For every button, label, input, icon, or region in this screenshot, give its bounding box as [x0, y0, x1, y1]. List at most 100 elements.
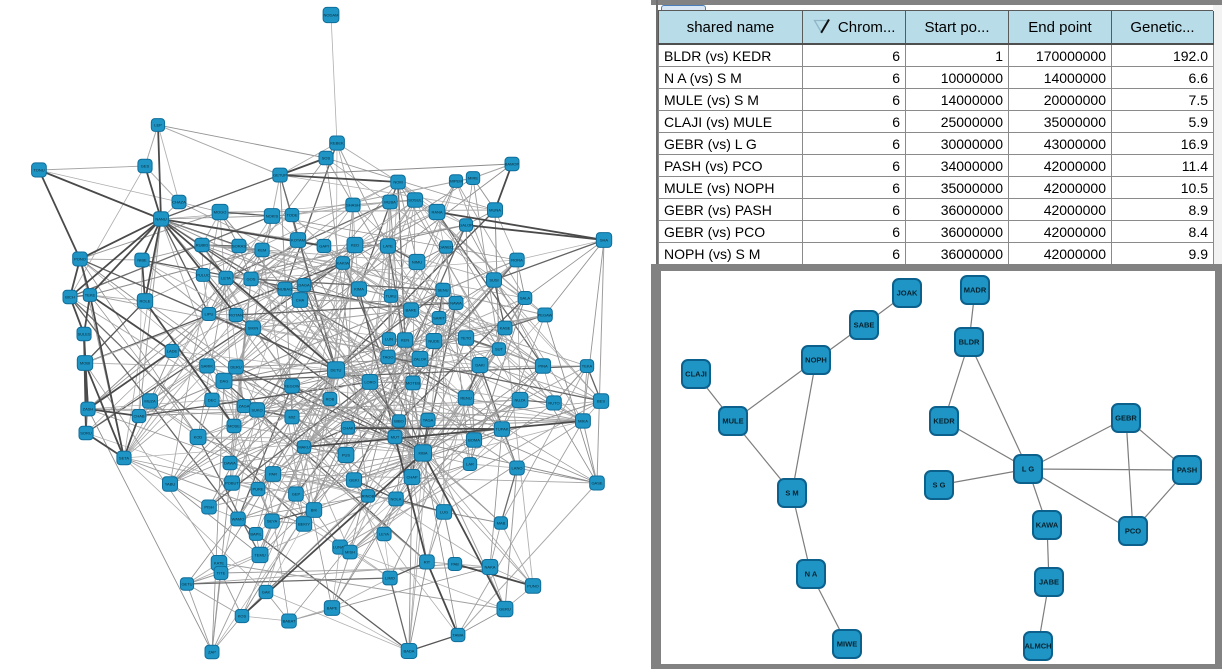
svg-text:LORO: LORO [364, 379, 375, 384]
svg-text:DEC: DEC [208, 397, 217, 402]
svg-text:NUDE: NUDE [428, 338, 440, 343]
svg-text:SORAS: SORAS [232, 243, 246, 248]
svg-text:GAPI: GAPI [319, 243, 329, 248]
svg-text:CHAP: CHAP [406, 474, 417, 479]
svg-text:KASE: KASE [500, 325, 511, 330]
svg-text:BARE: BARE [406, 307, 417, 312]
svg-text:MOTEB: MOTEB [406, 380, 421, 385]
svg-text:TETO: TETO [461, 335, 472, 340]
svg-text:MADR: MADR [964, 286, 987, 295]
svg-text:GETUP: GETUP [273, 172, 287, 177]
svg-text:JABE: JABE [1039, 578, 1059, 587]
svg-text:NOPH: NOPH [805, 356, 827, 365]
svg-text:KOTAM: KOTAM [291, 237, 305, 242]
svg-text:DAWA: DAWA [224, 460, 236, 465]
svg-text:MUT: MUT [391, 434, 400, 439]
svg-text:BES: BES [597, 398, 605, 403]
svg-text:BAPE: BAPE [327, 605, 338, 610]
svg-text:NAKA: NAKA [485, 564, 496, 569]
svg-text:LIPU: LIPU [205, 311, 214, 316]
svg-text:SULES: SULES [77, 331, 90, 336]
svg-text:KIBA: KIBA [418, 450, 427, 455]
svg-text:SIKIN: SIKIN [248, 325, 259, 330]
svg-text:ROTAN: ROTAN [229, 312, 243, 317]
svg-text:LANO: LANO [512, 465, 523, 470]
svg-text:TUPAK: TUPAK [495, 426, 508, 431]
svg-text:GALOP: GALOP [459, 222, 473, 227]
svg-text:CHA: CHA [296, 297, 305, 302]
svg-text:NODAM: NODAM [324, 12, 339, 17]
svg-text:KEDR: KEDR [933, 417, 955, 426]
svg-text:RUBID: RUBID [196, 242, 209, 247]
svg-text:MULE: MULE [722, 417, 743, 426]
svg-text:TEKE: TEKE [85, 292, 96, 297]
svg-text:RENU: RENU [460, 395, 471, 400]
svg-text:KEGOW: KEGOW [284, 383, 300, 388]
svg-text:L G: L G [1022, 465, 1035, 474]
svg-text:TAGA: TAGA [423, 417, 434, 422]
svg-text:S M: S M [785, 489, 798, 498]
svg-text:ZAP: ZAP [208, 649, 216, 654]
svg-text:BLDR: BLDR [959, 338, 980, 347]
svg-text:KIMA: KIMA [354, 286, 364, 291]
svg-text:PASH: PASH [1177, 466, 1197, 475]
svg-text:TAWA: TAWA [453, 632, 464, 637]
svg-text:BICH: BICH [65, 294, 75, 299]
svg-text:MIRE: MIRE [468, 175, 478, 180]
svg-text:PONO: PONO [74, 256, 86, 261]
svg-text:GETU: GETU [181, 581, 192, 586]
svg-text:NUBAG: NUBAG [278, 286, 292, 291]
svg-text:BIBO: BIBO [394, 418, 404, 423]
svg-text:PINA: PINA [538, 363, 548, 368]
svg-text:RANA: RANA [431, 209, 442, 214]
svg-text:TEMU: TEMU [254, 552, 265, 557]
svg-text:CHAK: CHAK [342, 425, 353, 430]
svg-text:TONU: TONU [33, 167, 44, 172]
svg-text:MIWE: MIWE [837, 640, 857, 649]
svg-text:PULUC: PULUC [196, 272, 210, 277]
svg-text:MIPEM: MIPEM [449, 178, 462, 183]
svg-text:RUTO: RUTO [548, 400, 559, 405]
svg-text:BABAT: BABAT [283, 618, 296, 623]
svg-text:MOSE: MOSE [228, 423, 240, 428]
svg-text:BOMA: BOMA [468, 437, 480, 442]
svg-text:S G: S G [933, 481, 946, 490]
svg-text:N A: N A [805, 570, 818, 579]
svg-text:BAMOP: BAMOP [505, 161, 520, 166]
svg-text:GES: GES [141, 163, 150, 168]
svg-text:PCO: PCO [1125, 527, 1141, 536]
svg-text:SHASH: SHASH [346, 202, 360, 207]
svg-text:ZAGA: ZAGA [239, 403, 250, 408]
svg-text:MISH: MISH [345, 549, 355, 554]
svg-text:MUBA: MUBA [384, 199, 396, 204]
svg-text:SARIT: SARIT [433, 315, 445, 320]
svg-text:SUKO: SUKO [251, 407, 262, 412]
svg-text:TITE: TITE [217, 570, 226, 575]
svg-text:LIMO: LIMO [385, 575, 395, 580]
svg-text:DETU: DETU [331, 367, 342, 372]
svg-text:KEN: KEN [401, 337, 409, 342]
svg-text:TEKA: TEKA [582, 363, 593, 368]
svg-text:SEYA: SEYA [267, 518, 278, 523]
svg-text:GAK: GAK [262, 589, 271, 594]
svg-text:SARIK: SARIK [201, 363, 213, 368]
svg-text:LUNAM: LUNAM [333, 544, 347, 549]
svg-text:SORU: SORU [80, 430, 92, 435]
svg-text:SENU: SENU [437, 287, 448, 292]
svg-text:TAGO: TAGO [382, 354, 393, 359]
svg-text:NUZA: NUZA [515, 397, 526, 402]
svg-text:KEM: KEM [258, 247, 267, 252]
svg-text:BADA: BADA [404, 648, 415, 653]
svg-text:KED: KED [351, 242, 359, 247]
svg-text:YABU: YABU [165, 481, 176, 486]
svg-text:DAKI: DAKI [475, 362, 484, 367]
svg-text:PUNO: PUNO [527, 583, 539, 588]
svg-text:RORA: RORA [511, 257, 523, 262]
svg-text:NOLA: NOLA [391, 496, 402, 501]
svg-text:JOAK: JOAK [897, 289, 918, 298]
svg-text:MAB: MAB [497, 520, 506, 525]
svg-text:PAB: PAB [451, 561, 459, 566]
svg-text:SABE: SABE [854, 321, 875, 330]
svg-text:LUG: LUG [440, 509, 448, 514]
svg-text:NOKIS: NOKIS [266, 213, 279, 218]
